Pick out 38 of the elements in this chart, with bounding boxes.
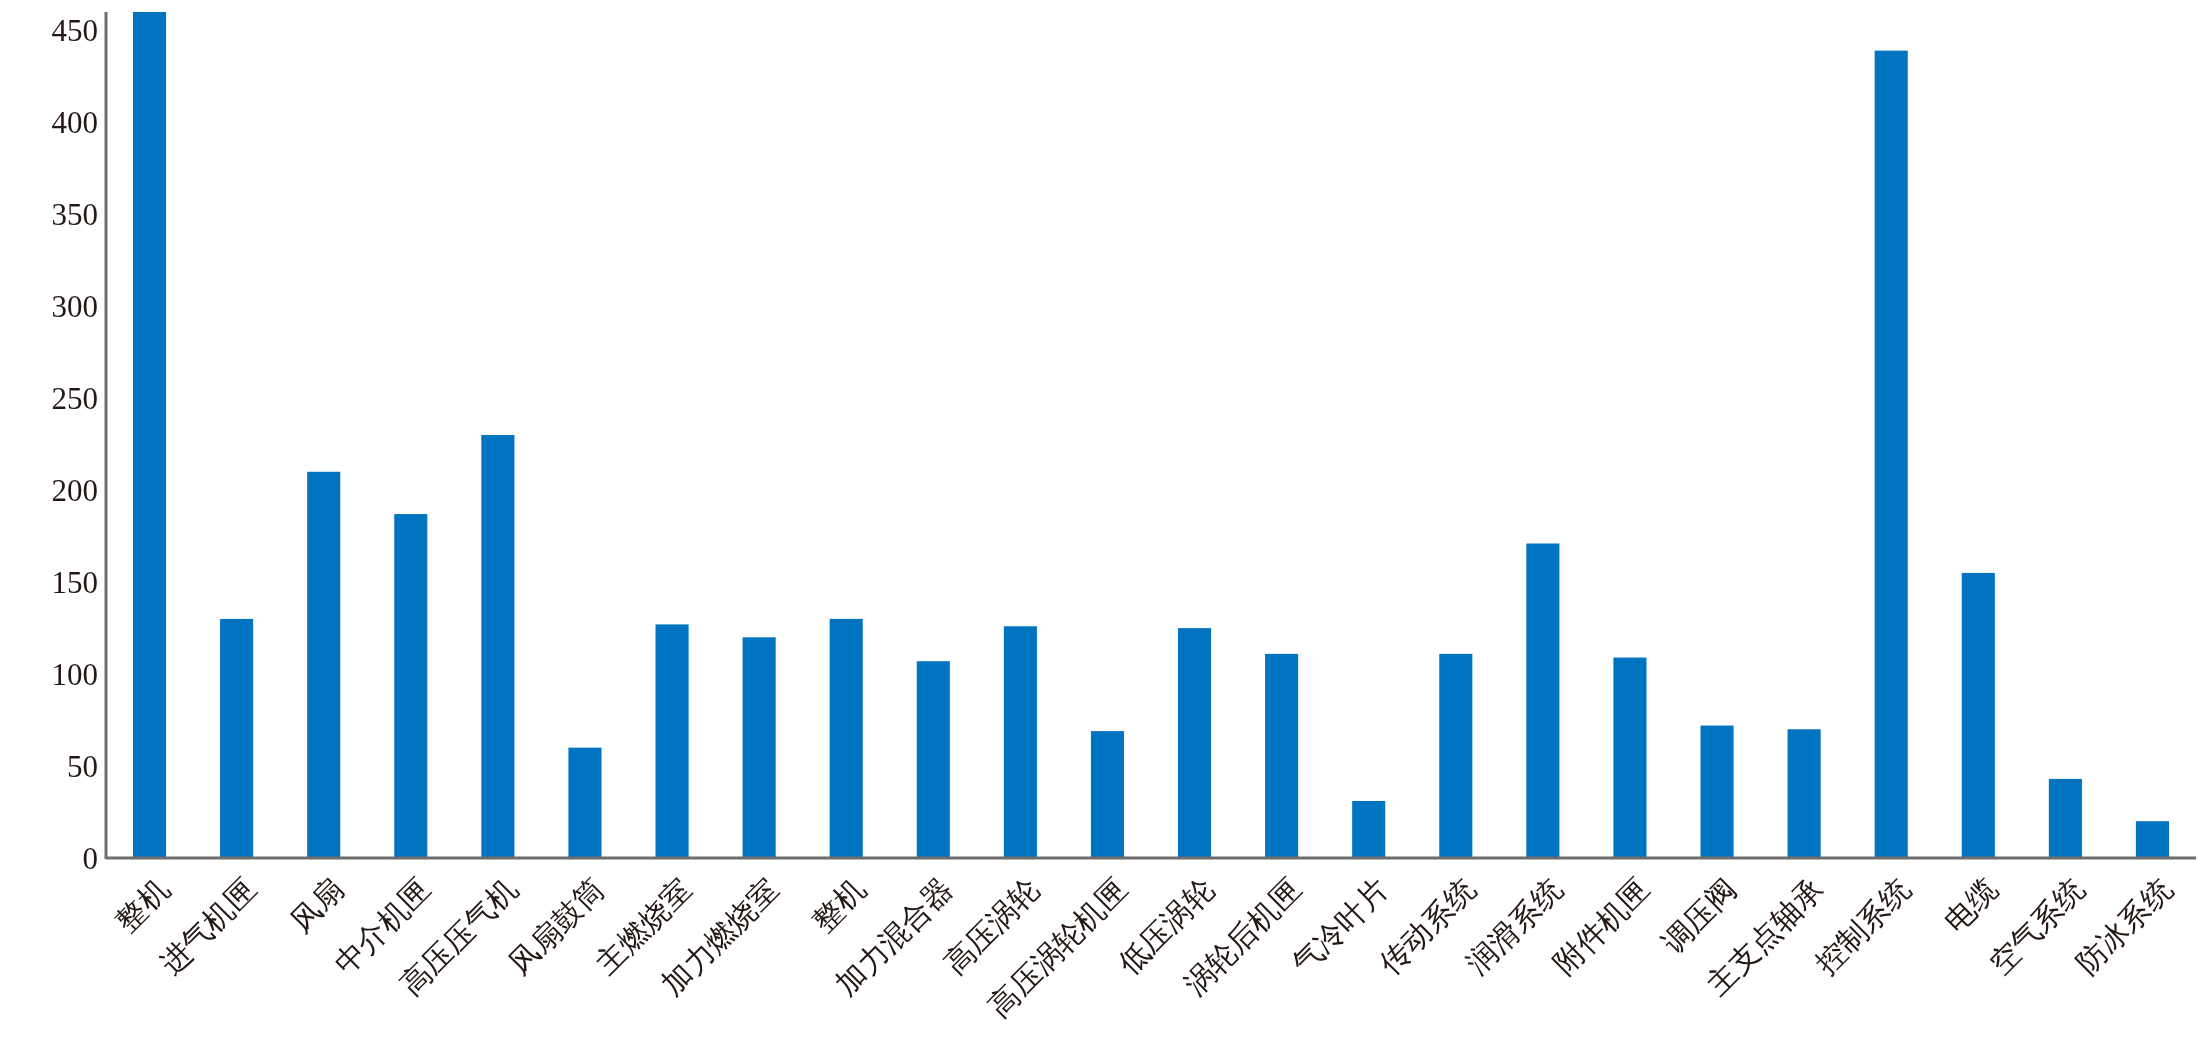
bar xyxy=(1526,543,1560,858)
y-tick-label: 450 xyxy=(51,12,98,48)
y-tick-label: 150 xyxy=(51,564,98,600)
bar xyxy=(307,471,341,858)
bar xyxy=(829,618,863,858)
bar xyxy=(568,747,602,858)
bar xyxy=(1961,572,1995,858)
bar xyxy=(1700,725,1734,858)
x-tick-label: 整机 xyxy=(805,872,872,938)
x-tick-label: 整机 xyxy=(109,872,176,938)
bar xyxy=(655,624,689,858)
bar xyxy=(394,514,428,858)
bar xyxy=(916,661,950,858)
bar xyxy=(742,637,776,858)
bar xyxy=(1178,628,1212,858)
y-tick-label: 100 xyxy=(51,656,98,692)
bar xyxy=(133,12,167,858)
bar xyxy=(1090,731,1124,858)
x-tick-label: 风扇 xyxy=(283,872,350,938)
y-tick-label: 200 xyxy=(51,472,98,508)
x-tick-label: 电缆 xyxy=(1938,872,2004,938)
bar xyxy=(1439,653,1473,858)
y-tick-label: 0 xyxy=(82,840,98,876)
bar xyxy=(2048,778,2082,858)
y-tick-label: 400 xyxy=(51,104,98,140)
y-tick-label: 300 xyxy=(51,288,98,324)
y-tick-label: 350 xyxy=(51,196,98,232)
bar xyxy=(2135,821,2169,858)
bar xyxy=(1003,626,1037,858)
y-tick-label: 250 xyxy=(51,380,98,416)
bar xyxy=(481,435,515,858)
y-tick-label: 50 xyxy=(67,748,98,784)
bar xyxy=(1874,50,1908,858)
bar xyxy=(220,618,254,858)
bar xyxy=(1787,729,1821,858)
bar xyxy=(1613,657,1647,858)
bar xyxy=(1265,653,1299,858)
bar xyxy=(1352,800,1386,858)
